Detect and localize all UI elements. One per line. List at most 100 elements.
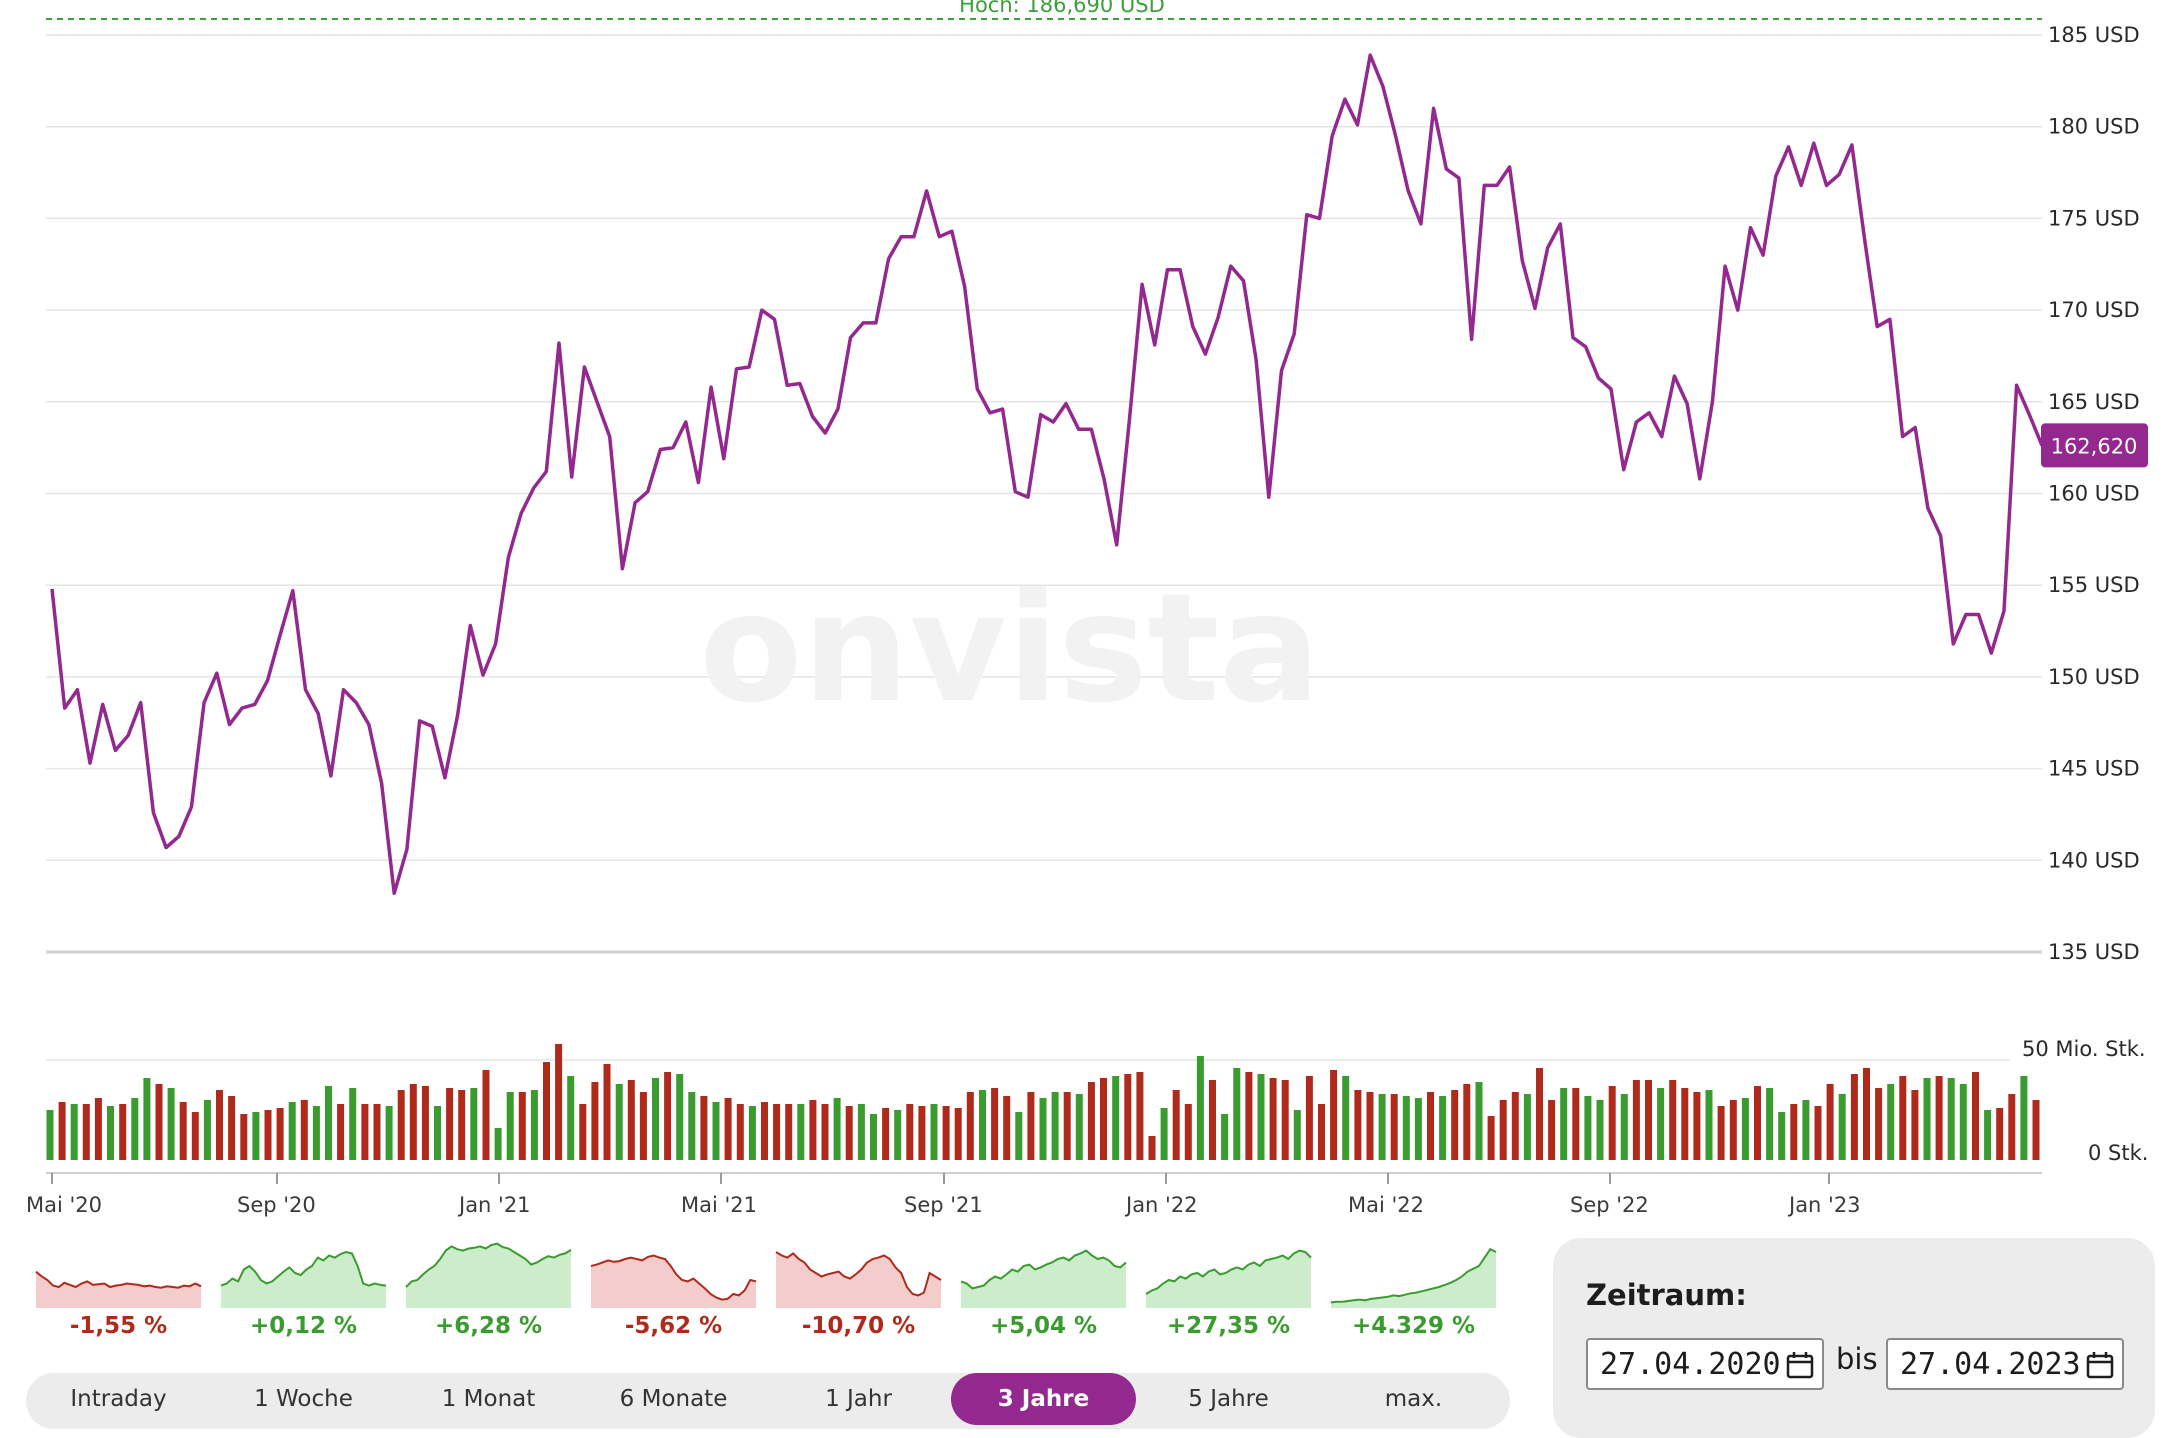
volume-bar	[1826, 1084, 1834, 1160]
performance-value: -10,70 %	[801, 1313, 916, 1339]
volume-bar	[421, 1086, 429, 1160]
volume-bar	[1923, 1078, 1931, 1160]
y-axis-labels: 185 USD 180 USD 175 USD 170 USD 165 USD 160 U…	[2048, 23, 2140, 964]
volume-bar	[1172, 1090, 1180, 1160]
volume-bar	[2032, 1100, 2040, 1160]
volume-bar	[434, 1106, 441, 1160]
sparkline-area	[591, 1255, 756, 1308]
volume-bar	[918, 1106, 926, 1160]
volume-bar	[1838, 1094, 1846, 1160]
volume-bar	[1075, 1094, 1083, 1160]
date-from-field[interactable]: 27.04.2020	[1586, 1338, 1824, 1390]
tab-3-jahre[interactable]: 3 Jahre	[951, 1373, 1136, 1425]
volume-bar	[300, 1100, 308, 1160]
volume-bar	[1620, 1094, 1628, 1160]
x-tick-label: Sep '20	[237, 1193, 316, 1217]
volume-bar	[1330, 1070, 1338, 1160]
volume-bar	[1087, 1082, 1095, 1160]
volume-bar	[845, 1106, 853, 1160]
y-tick-label: 165 USD	[2048, 390, 2140, 414]
tab-max[interactable]: max.	[1384, 1386, 1443, 1412]
volume-bar	[1996, 1108, 2004, 1160]
sparkline	[1330, 1247, 1497, 1304]
volume-bar	[1342, 1076, 1350, 1160]
volume-bar	[1947, 1078, 1955, 1160]
volume-bar	[1548, 1100, 1556, 1160]
x-tick-label: Sep '21	[904, 1193, 983, 1217]
volume-bar	[603, 1064, 611, 1160]
volume-bar	[991, 1088, 999, 1160]
sparkline	[35, 1270, 202, 1289]
tab-intraday[interactable]: Intraday	[70, 1386, 167, 1412]
volume-bar	[1523, 1094, 1531, 1160]
y-tick-label: 170 USD	[2048, 298, 2140, 322]
tab-5-jahre[interactable]: 5 Jahre	[1188, 1386, 1269, 1412]
y-tick-label: 155 USD	[2048, 573, 2140, 597]
volume-bar	[712, 1102, 720, 1160]
volume-bar	[349, 1088, 357, 1160]
date-to-value: 27.04.2023	[1900, 1347, 2081, 1382]
performance-sparklines	[35, 1242, 1497, 1308]
volume-bar	[518, 1092, 526, 1160]
volume-bar	[1221, 1114, 1229, 1160]
volume-bar	[748, 1106, 756, 1160]
performance-value: +27,35 %	[1166, 1313, 1291, 1339]
tab-1-woche[interactable]: 1 Woche	[254, 1386, 353, 1412]
volume-bar	[1657, 1088, 1665, 1160]
volume-bar	[652, 1078, 659, 1160]
tab-1-monat[interactable]: 1 Monat	[441, 1386, 536, 1412]
volume-bar	[373, 1104, 381, 1160]
grid-lines	[46, 34, 2042, 1061]
volume-bar	[288, 1102, 296, 1160]
volume-bar	[1778, 1112, 1786, 1160]
performance-value: -5,62 %	[624, 1313, 723, 1339]
y-tick-label: 145 USD	[2048, 757, 2140, 781]
volume-bar	[1632, 1080, 1640, 1160]
tab-6-monate[interactable]: 6 Monate	[619, 1386, 728, 1412]
volume-bar	[191, 1112, 199, 1160]
volume-bar	[1766, 1088, 1774, 1160]
volume-bar	[107, 1106, 114, 1160]
volume-bar	[1596, 1100, 1604, 1160]
volume-bar	[639, 1092, 647, 1160]
volume-bar	[1257, 1074, 1265, 1160]
volume-bar	[46, 1110, 54, 1160]
volume-bar	[494, 1128, 502, 1160]
x-tick-label: Mai '21	[681, 1193, 757, 1217]
y-tick-label: 160 USD	[2048, 482, 2140, 506]
volume-bar	[228, 1096, 236, 1160]
volume-bar	[1984, 1110, 1992, 1160]
volume-bar	[482, 1070, 490, 1160]
volume-bar	[1427, 1092, 1434, 1160]
x-tick-label: Mai '22	[1348, 1193, 1424, 1217]
volume-bar	[58, 1102, 66, 1160]
volume-bar	[1003, 1096, 1011, 1160]
date-to-field[interactable]: 27.04.2023	[1886, 1338, 2124, 1390]
volume-bar	[627, 1080, 635, 1160]
volume-bar	[688, 1092, 696, 1160]
x-tick-label: Jan '23	[1787, 1193, 1861, 1217]
volume-bar	[1366, 1092, 1374, 1160]
volume-bar	[119, 1104, 127, 1160]
y-tick-label: 140 USD	[2048, 848, 2140, 872]
calendar-icon[interactable]	[2086, 1351, 2114, 1379]
tab-1-jahr[interactable]: 1 Jahr	[825, 1386, 892, 1412]
volume-bar	[857, 1104, 865, 1160]
volume-bar	[385, 1106, 393, 1160]
volume-bar	[1863, 1068, 1870, 1160]
volume-bar	[203, 1100, 211, 1160]
volume-bar	[736, 1104, 744, 1160]
calendar-icon[interactable]	[1786, 1351, 1814, 1379]
volume-bar	[543, 1062, 550, 1160]
volume-bar	[1390, 1094, 1398, 1160]
volume-bar	[446, 1088, 454, 1160]
volume-bar	[409, 1084, 417, 1160]
volume-bar	[615, 1084, 623, 1160]
volume-bar	[1039, 1098, 1047, 1160]
volume-bar	[724, 1098, 732, 1160]
volume-bar	[1911, 1090, 1919, 1160]
sparkline-area	[1331, 1249, 1496, 1308]
sparkline	[775, 1251, 942, 1297]
performance-value: -1,55 %	[69, 1313, 168, 1339]
